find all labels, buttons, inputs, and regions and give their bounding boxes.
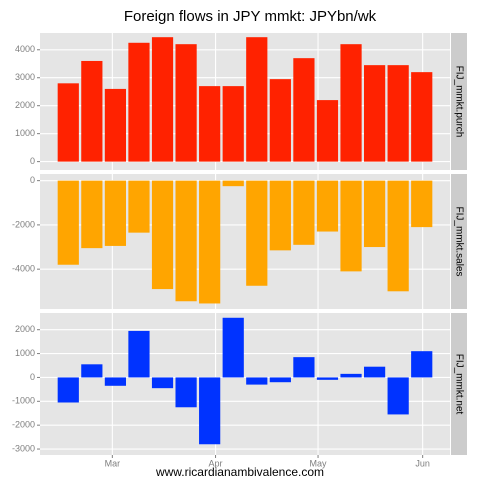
- bar: [199, 86, 221, 162]
- bar: [175, 180, 197, 302]
- bar: [411, 351, 433, 378]
- bar: [316, 100, 339, 162]
- bar: [128, 42, 150, 162]
- bar: [151, 180, 174, 290]
- bar: [151, 377, 174, 389]
- bar: [269, 79, 291, 162]
- bar: [293, 180, 315, 245]
- bar: [246, 180, 268, 286]
- bar: [246, 377, 268, 385]
- bar: [363, 366, 386, 378]
- y-tick-label: -2000: [12, 420, 35, 430]
- bar: [293, 58, 315, 162]
- bar: [175, 377, 197, 408]
- strip-label: FIJ_mmkt.purch: [453, 66, 464, 138]
- bar: [293, 357, 315, 378]
- y-tick-label: 4000: [15, 44, 35, 54]
- bar: [57, 83, 79, 162]
- y-tick-label: 3000: [15, 72, 35, 82]
- bar: [104, 88, 127, 162]
- strip: [451, 33, 467, 170]
- x-tick-label: May: [310, 458, 328, 468]
- bar: [81, 60, 103, 162]
- y-tick-label: 0: [30, 156, 35, 166]
- y-tick-label: 1000: [15, 348, 35, 358]
- bar: [363, 65, 386, 162]
- bar: [128, 180, 150, 233]
- bar: [57, 377, 79, 403]
- bar: [222, 180, 244, 187]
- bar: [175, 44, 197, 162]
- bar: [387, 377, 409, 415]
- y-tick-label: -1000: [12, 396, 35, 406]
- bar: [199, 377, 221, 445]
- bar: [104, 180, 127, 246]
- x-tick-label: Apr: [209, 458, 223, 468]
- bar: [387, 65, 409, 162]
- bar: [316, 180, 339, 232]
- strip-label: FIJ_mmkt.net: [453, 354, 464, 415]
- x-tick-label: Mar: [105, 458, 121, 468]
- y-tick-label: -3000: [12, 443, 35, 453]
- strip-label: FIJ_mmkt.sales: [453, 206, 464, 276]
- bar: [104, 377, 127, 386]
- bar: [269, 180, 291, 251]
- bar: [151, 37, 174, 162]
- bar: [246, 37, 268, 162]
- y-tick-label: 2000: [15, 100, 35, 110]
- bar: [316, 377, 339, 380]
- y-tick-label: 1000: [15, 128, 35, 138]
- bar: [411, 180, 433, 228]
- bar: [81, 180, 103, 249]
- chart-title: Foreign flows in JPY mmkt: JPYbn/wk: [124, 8, 377, 25]
- bar: [363, 180, 386, 248]
- y-tick-label: -4000: [12, 264, 35, 274]
- bar: [340, 44, 362, 162]
- y-tick-label: 0: [30, 175, 35, 185]
- bar: [340, 373, 362, 378]
- bar: [222, 86, 244, 162]
- bar: [81, 364, 103, 378]
- y-tick-label: 2000: [15, 324, 35, 334]
- bar: [57, 180, 79, 265]
- y-tick-label: -2000: [12, 219, 35, 229]
- caption: www.ricardianambivalence.com: [155, 465, 324, 479]
- x-tick-label: Jun: [415, 458, 430, 468]
- bar: [199, 180, 221, 304]
- y-tick-label: 0: [30, 372, 35, 382]
- strip: [451, 313, 467, 455]
- bar: [269, 377, 291, 383]
- bar: [411, 72, 433, 162]
- strip: [451, 174, 467, 309]
- bar: [128, 330, 150, 378]
- bar: [340, 180, 362, 272]
- bar: [222, 317, 244, 378]
- bar: [387, 180, 409, 292]
